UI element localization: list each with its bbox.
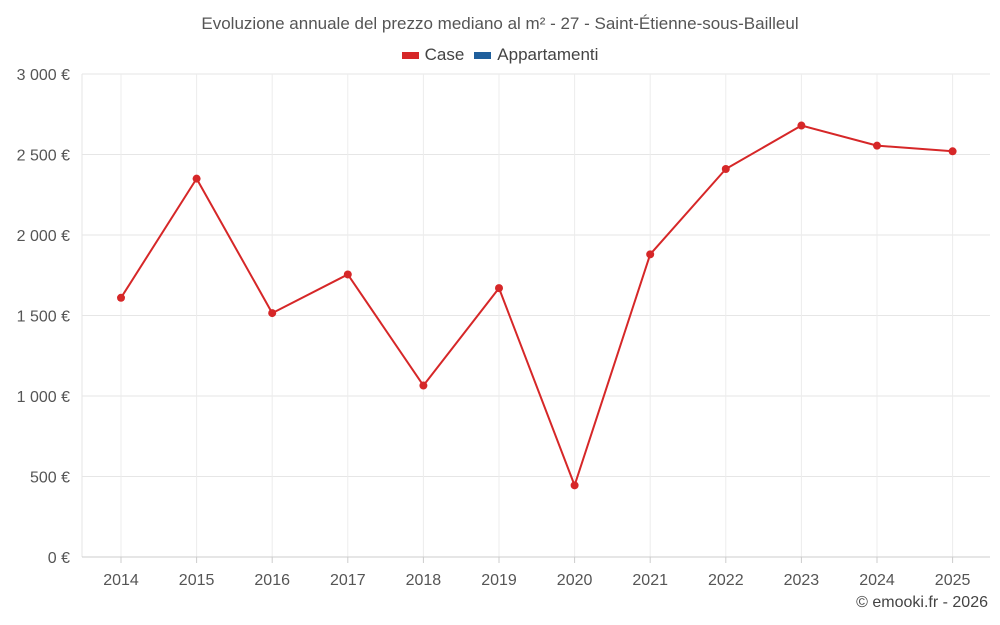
data-point[interactable] — [646, 250, 655, 259]
chart-title: Evoluzione annuale del prezzo mediano al… — [201, 14, 799, 33]
x-tick-label: 2022 — [708, 572, 744, 589]
data-point[interactable] — [343, 270, 352, 279]
x-tick-label: 2015 — [179, 572, 215, 589]
data-point[interactable] — [797, 121, 806, 130]
x-tick-label: 2014 — [103, 572, 139, 589]
x-axis-ticks: 2014 2015 2016 2017 2018 2019 2020 2021 2022 2023… — [82, 556, 990, 589]
legend-item-case[interactable]: Case — [401, 45, 465, 65]
x-tick-label: 2017 — [330, 572, 366, 589]
legend-item-appartamenti[interactable]: Appartamenti — [474, 45, 598, 65]
x-tick-label: 2023 — [784, 572, 820, 589]
legend-label-appartamenti: Appartamenti — [497, 45, 599, 64]
y-tick-label: 2 500 € — [17, 148, 70, 165]
x-gridlines — [81, 74, 954, 557]
data-point[interactable] — [192, 174, 201, 183]
y-tick-label: 1 000 € — [17, 389, 70, 406]
series-lines — [120, 124, 953, 487]
y-tick-label: 500 € — [30, 470, 70, 487]
y-tick-label: 0 € — [48, 550, 70, 567]
chart-legend: Case Appartamenti — [0, 45, 1000, 65]
y-tick-label: 1 500 € — [17, 309, 70, 326]
x-tick-label: 2016 — [254, 572, 290, 589]
legend-label-case: Case — [424, 45, 465, 64]
x-tick-label: 2025 — [935, 572, 971, 589]
y-tick-label: 2 000 € — [17, 228, 70, 245]
legend-swatch-appartamenti — [474, 51, 492, 59]
data-point[interactable] — [721, 164, 730, 173]
data-point[interactable] — [495, 284, 503, 293]
x-tick-label: 2024 — [859, 572, 895, 589]
data-point[interactable] — [268, 309, 277, 318]
series-line-case — [120, 124, 953, 487]
credit-text: © emooki.fr - 2026 — [856, 594, 988, 611]
data-point[interactable] — [570, 481, 579, 490]
x-tick-label: 2020 — [557, 572, 593, 589]
y-gridlines — [82, 73, 990, 558]
x-tick-label: 2019 — [481, 572, 517, 589]
x-tick-label: 2021 — [632, 572, 668, 589]
series-points — [117, 121, 957, 490]
data-point[interactable] — [873, 141, 881, 150]
legend-swatch-case — [401, 51, 419, 59]
y-tick-label: 3 000 € — [17, 67, 70, 84]
data-point[interactable] — [419, 381, 428, 390]
y-axis-ticks: 0 € 500 € 1 000 € 1 500 € 2 000 € 2 500 € 3 00… — [17, 67, 70, 567]
x-tick-label: 2018 — [406, 572, 442, 589]
data-point[interactable] — [948, 147, 957, 156]
data-point[interactable] — [117, 293, 125, 302]
